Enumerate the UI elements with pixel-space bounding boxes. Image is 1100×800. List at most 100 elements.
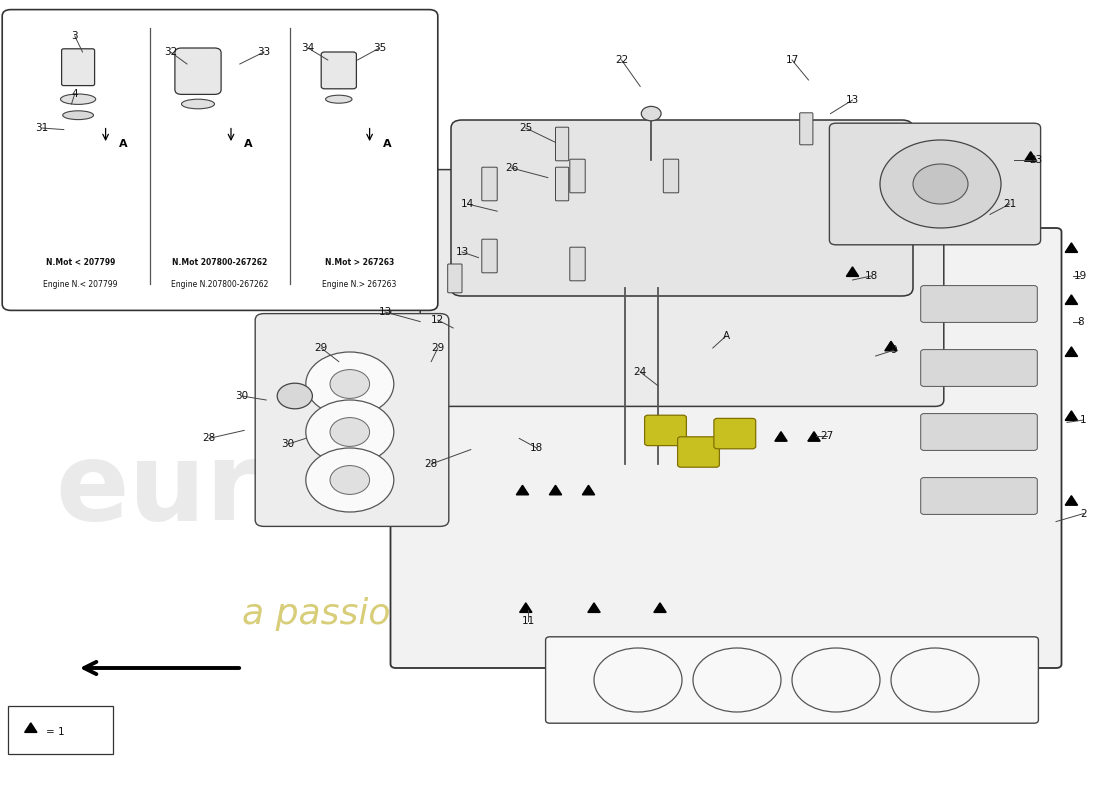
Polygon shape — [1065, 347, 1078, 356]
FancyBboxPatch shape — [570, 159, 585, 193]
Text: = 1: = 1 — [46, 727, 65, 737]
Text: 32: 32 — [164, 47, 177, 57]
Polygon shape — [807, 432, 821, 442]
Text: 13: 13 — [846, 95, 859, 105]
Text: 4: 4 — [72, 89, 78, 98]
Text: 1985: 1985 — [682, 542, 894, 616]
Text: 2: 2 — [1080, 509, 1087, 518]
Circle shape — [693, 648, 781, 712]
Text: a passion fo: a passion fo — [242, 597, 460, 631]
FancyBboxPatch shape — [451, 120, 913, 296]
Text: 25: 25 — [519, 123, 532, 133]
FancyBboxPatch shape — [255, 314, 449, 526]
FancyBboxPatch shape — [663, 159, 679, 193]
Text: 13: 13 — [455, 247, 469, 257]
Text: 19: 19 — [1074, 271, 1087, 281]
Polygon shape — [1065, 295, 1078, 304]
Circle shape — [330, 418, 370, 446]
FancyBboxPatch shape — [390, 228, 1062, 668]
Polygon shape — [587, 603, 601, 613]
FancyBboxPatch shape — [570, 247, 585, 281]
Text: Engine N.207800-267262: Engine N.207800-267262 — [172, 280, 268, 289]
FancyBboxPatch shape — [448, 264, 462, 293]
FancyBboxPatch shape — [420, 170, 944, 406]
Text: 23: 23 — [1030, 155, 1043, 165]
FancyBboxPatch shape — [321, 52, 356, 89]
Text: 3: 3 — [72, 31, 78, 41]
Text: 13: 13 — [378, 307, 392, 317]
Polygon shape — [846, 267, 859, 276]
Polygon shape — [24, 723, 37, 733]
Text: 12: 12 — [431, 315, 444, 325]
Ellipse shape — [326, 95, 352, 103]
Circle shape — [792, 648, 880, 712]
FancyBboxPatch shape — [556, 127, 569, 161]
Polygon shape — [1065, 243, 1078, 253]
FancyBboxPatch shape — [482, 167, 497, 201]
Polygon shape — [582, 486, 595, 494]
FancyBboxPatch shape — [921, 478, 1037, 514]
Text: 31: 31 — [35, 123, 48, 133]
Text: 33: 33 — [257, 47, 271, 57]
Circle shape — [306, 400, 394, 464]
Ellipse shape — [63, 111, 94, 119]
FancyBboxPatch shape — [714, 418, 756, 449]
Circle shape — [594, 648, 682, 712]
FancyBboxPatch shape — [62, 49, 95, 86]
Circle shape — [330, 466, 370, 494]
FancyBboxPatch shape — [482, 239, 497, 273]
Text: A: A — [383, 139, 392, 149]
FancyBboxPatch shape — [8, 706, 113, 754]
Polygon shape — [653, 603, 667, 613]
Text: 11: 11 — [521, 616, 535, 626]
Text: 29: 29 — [315, 343, 328, 353]
Circle shape — [891, 648, 979, 712]
Polygon shape — [1024, 152, 1037, 161]
FancyBboxPatch shape — [546, 637, 1038, 723]
Polygon shape — [774, 432, 788, 442]
FancyBboxPatch shape — [556, 167, 569, 201]
FancyBboxPatch shape — [2, 10, 438, 310]
Text: A: A — [723, 331, 729, 341]
Circle shape — [913, 164, 968, 204]
Text: Engine N.< 207799: Engine N.< 207799 — [43, 280, 118, 289]
Text: 18: 18 — [865, 271, 878, 281]
Text: 18: 18 — [530, 443, 543, 453]
Text: A: A — [119, 139, 128, 149]
FancyBboxPatch shape — [645, 415, 686, 446]
Text: eurob: eurob — [55, 437, 411, 543]
Polygon shape — [549, 486, 562, 494]
Text: 22: 22 — [615, 55, 628, 65]
Text: 30: 30 — [282, 439, 295, 449]
Text: N.Mot > 267263: N.Mot > 267263 — [324, 258, 394, 266]
Text: Engine N.> 267263: Engine N.> 267263 — [322, 280, 396, 289]
Text: 27: 27 — [821, 431, 834, 441]
Polygon shape — [1065, 496, 1078, 506]
Text: 9: 9 — [890, 346, 896, 355]
Text: 28: 28 — [202, 434, 216, 443]
Polygon shape — [884, 342, 898, 350]
Text: 35: 35 — [373, 43, 386, 53]
FancyBboxPatch shape — [678, 437, 719, 467]
Text: 17: 17 — [785, 55, 799, 65]
Circle shape — [880, 140, 1001, 228]
FancyBboxPatch shape — [921, 414, 1037, 450]
Polygon shape — [516, 486, 529, 494]
Ellipse shape — [182, 99, 214, 109]
Text: 29: 29 — [431, 343, 444, 353]
Text: 28: 28 — [425, 459, 438, 469]
FancyBboxPatch shape — [175, 48, 221, 94]
Polygon shape — [1065, 411, 1078, 421]
Text: A: A — [244, 139, 253, 149]
Text: N.Mot < 207799: N.Mot < 207799 — [46, 258, 116, 266]
Text: 30: 30 — [235, 391, 249, 401]
FancyBboxPatch shape — [921, 286, 1037, 322]
Circle shape — [641, 106, 661, 121]
Text: N.Mot 207800-267262: N.Mot 207800-267262 — [173, 258, 267, 266]
Text: 1: 1 — [1080, 415, 1087, 425]
FancyBboxPatch shape — [829, 123, 1041, 245]
Text: 34: 34 — [301, 43, 315, 53]
FancyBboxPatch shape — [921, 350, 1037, 386]
Circle shape — [330, 370, 370, 398]
Circle shape — [306, 352, 394, 416]
